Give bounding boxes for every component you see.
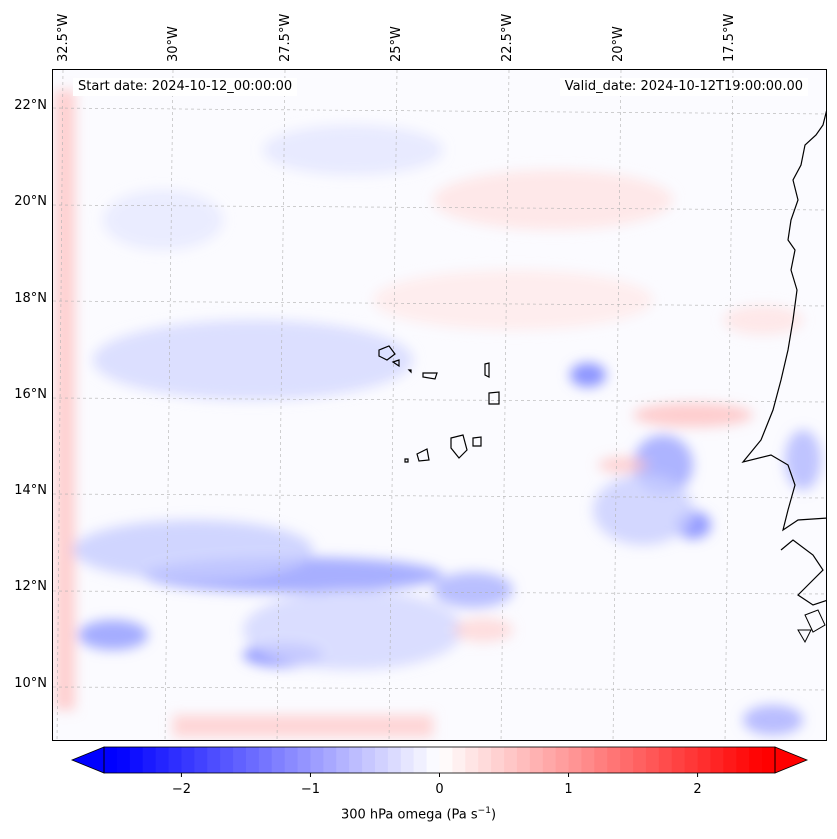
lon-label: 32.5°W [56, 13, 71, 62]
colorbar-max-extend [774, 746, 809, 774]
colorbar-segment [594, 747, 608, 773]
colorbar-segment [374, 747, 389, 773]
colorbar-segment [194, 747, 208, 773]
colorbar-segment [155, 747, 170, 773]
lat-label: 12°N [14, 579, 47, 594]
colorbar-tick-label: −1 [300, 782, 321, 797]
lon-label: 17.5°W [722, 13, 737, 62]
colorbar-label-prefix: 300 hPa omega (Pa s [340, 807, 478, 823]
lon-label: 27.5°W [278, 13, 293, 62]
colorbar-segment [323, 747, 337, 773]
colorbar-label-exponent: −1 [477, 806, 491, 816]
colorbar-segment [439, 747, 453, 773]
colorbar-segment [478, 747, 492, 773]
colorbar-segment [258, 747, 273, 773]
colorbar-segment [684, 747, 699, 773]
colorbar-segment [516, 747, 531, 773]
colorbar-segment [116, 747, 131, 773]
colorbar-segment [762, 747, 776, 773]
colorbar-segment [362, 747, 376, 773]
graticule [53, 70, 826, 740]
lon-label: 22.5°W [500, 13, 515, 62]
omega-field-map [53, 70, 826, 740]
africa-coastline [741, 110, 826, 532]
colorbar-segment [529, 747, 544, 773]
colorbar-segment [504, 747, 518, 773]
colorbar-segment [284, 747, 299, 773]
colorbar-min-extend [70, 746, 105, 774]
colorbar-segment [568, 747, 582, 773]
colorbar-tick-label: −2 [171, 782, 192, 797]
colorbar-segment [452, 747, 466, 773]
colorbar-segment [400, 747, 415, 773]
colorbar-segment [426, 747, 440, 773]
lon-label: 30°W [166, 26, 181, 62]
lat-label: 20°N [14, 194, 47, 209]
colorbar-segment [413, 747, 428, 773]
colorbar-segment [104, 747, 118, 773]
colorbar-tick-label: 0 [435, 782, 444, 797]
colorbar-segment [723, 747, 737, 773]
colorbar-segment [491, 747, 505, 773]
colorbar-segment [671, 747, 686, 773]
colorbar-segment [336, 747, 350, 773]
colorbar-segment [607, 747, 621, 773]
colorbar-segment [233, 747, 247, 773]
colorbar-segment [736, 747, 750, 773]
colorbar-segment [220, 747, 234, 773]
colorbar-segment [555, 747, 570, 773]
colorbar-segment [129, 747, 144, 773]
lat-label: 14°N [14, 483, 47, 498]
colorbar-segment [349, 747, 363, 773]
colorbar [70, 746, 809, 777]
colorbar-segment [581, 747, 595, 773]
lat-label: 22°N [14, 98, 47, 113]
colorbar-segment [697, 747, 711, 773]
edge-positive-strip [55, 90, 75, 710]
lat-label: 10°N [14, 676, 47, 691]
colorbar-label-suffix: ) [490, 807, 497, 823]
colorbar-segment [620, 747, 634, 773]
colorbar-segment [142, 747, 157, 773]
lon-label: 20°W [611, 26, 626, 62]
colorbar-segment [542, 747, 557, 773]
colorbar-tick-label: 2 [693, 782, 702, 797]
colorbar-segment [245, 747, 260, 773]
colorbar-segment [181, 747, 195, 773]
colorbar-segment [465, 747, 479, 773]
colorbar-segment [633, 747, 647, 773]
colorbar-segment [658, 747, 673, 773]
lat-label: 18°N [14, 291, 47, 306]
cape-verde-islands [378, 345, 500, 463]
colorbar-segment [387, 747, 402, 773]
colorbar-segment [168, 747, 182, 773]
colorbar-segment [310, 747, 324, 773]
valid-date-label: Valid_date: 2024-10-12T19:00:00.00 [559, 78, 808, 96]
colorbar-tick-label: 1 [564, 782, 573, 797]
colorbar-label: 300 hPa omega (Pa s−1) [0, 806, 837, 822]
colorbar-segment [710, 747, 724, 773]
colorbar-segment [271, 747, 286, 773]
colorbar-segment [645, 747, 660, 773]
colorbar-segment [297, 747, 311, 773]
map-panel [52, 69, 827, 741]
start-date-label: Start date: 2024-10-12_00:00:00 [73, 78, 298, 96]
lat-label: 16°N [14, 387, 47, 402]
lon-label: 25°W [389, 26, 404, 62]
colorbar-segment [207, 747, 221, 773]
colorbar-segment [749, 747, 763, 773]
